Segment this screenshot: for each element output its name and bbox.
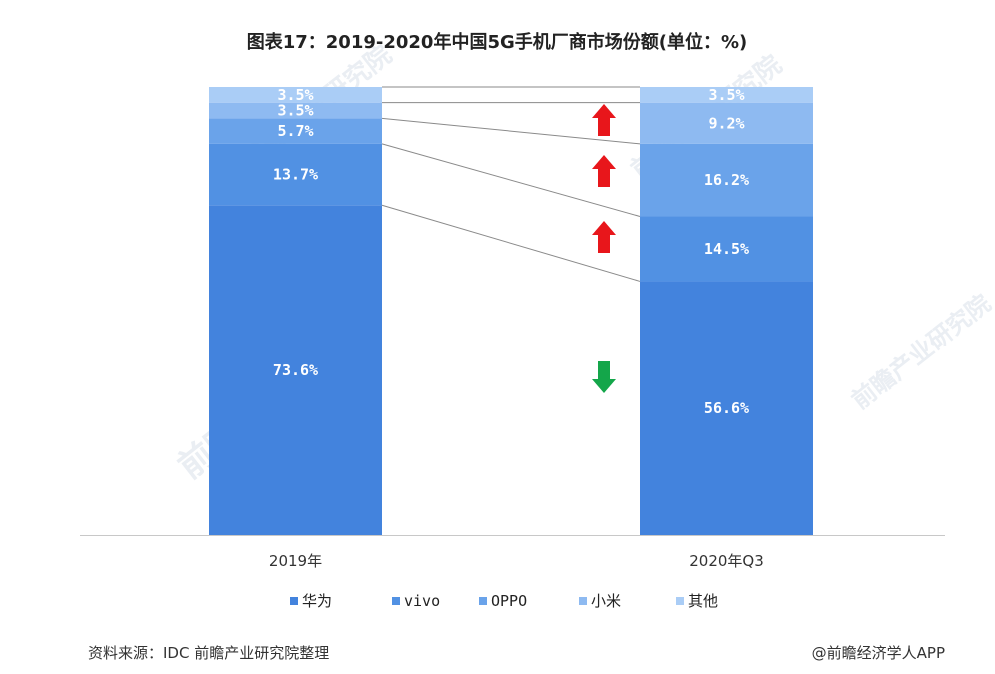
trend-arrow-up-icon [592, 104, 616, 136]
bars: 73.6%13.7%5.7%3.5%3.5%56.6%14.5%16.2%9.2… [209, 86, 813, 535]
trend-arrow-up-icon [592, 221, 616, 253]
legend: 华为 vivo OPPO 小米 其他 [290, 592, 718, 610]
legend-item-oppo: OPPO [479, 592, 527, 610]
trend-arrows [592, 104, 616, 393]
trend-arrow-down-icon [592, 361, 616, 393]
watermark-text: 前瞻产业研究院 [846, 289, 995, 414]
bar-segment-item [640, 281, 813, 535]
legend-label: 其他 [688, 592, 718, 610]
data-label-item: 9.2% [708, 114, 744, 132]
data-label-vivo: 14.5% [704, 240, 749, 258]
legend-swatch [676, 597, 684, 605]
legend-label: 小米 [591, 592, 621, 610]
bar-segment-vivo [640, 216, 813, 282]
legend-swatch [392, 597, 400, 605]
legend-item-item: 华为 [290, 592, 332, 610]
legend-label: 华为 [302, 592, 332, 610]
bar-stack-2: 56.6% 14.5% 16.2% 9.2% 3.5% [640, 86, 813, 535]
legend-label: OPPO [491, 592, 527, 610]
data-label-item: 3.5% [277, 86, 313, 104]
bar-segment-oppo [640, 143, 813, 217]
legend-item-vivo: vivo [392, 592, 440, 610]
connector-line-item [381, 204, 641, 282]
legend-swatch [479, 597, 487, 605]
connector-line-oppo [381, 117, 641, 145]
data-label-item: 73.6% [273, 361, 318, 379]
connector-lines [381, 86, 641, 282]
legend-item-item: 其他 [676, 592, 718, 610]
connector-line-vivo [381, 143, 641, 217]
brand-credit: @前瞻经济学人APP [812, 644, 945, 662]
bar-segment-item [640, 87, 813, 103]
legend-swatch [290, 597, 298, 605]
x-tick-label: 2020年Q3 [689, 552, 764, 570]
chart-title: 图表17：2019-2020年中国5G手机厂商市场份额(单位：%) [247, 31, 748, 53]
data-label-item: 3.5% [277, 102, 313, 120]
bar-segment-item [209, 205, 382, 535]
trend-arrow-up-icon [592, 155, 616, 187]
legend-label: vivo [404, 592, 440, 610]
bar-segment-oppo [209, 118, 382, 144]
x-tick-labels: 2019年 2020年Q3 [269, 552, 764, 570]
bar-segment-vivo [209, 143, 382, 206]
x-tick-label: 2019年 [269, 552, 322, 570]
data-label-oppo: 16.2% [704, 171, 749, 189]
data-label-item: 3.5% [708, 86, 744, 104]
legend-item-item: 小米 [579, 592, 621, 610]
bar-stack-1: 73.6% 13.7% 5.7% 3.5%3.5% [209, 86, 382, 535]
bar-segment-item [209, 87, 382, 103]
data-label-item: 56.6% [704, 399, 749, 417]
legend-swatch [579, 597, 587, 605]
bar-segment-item [209, 102, 382, 119]
data-label-vivo: 13.7% [273, 166, 318, 184]
bar-segment-item [640, 102, 813, 144]
data-label-oppo: 5.7% [277, 122, 313, 140]
source-note: 资料来源：IDC 前瞻产业研究院整理 [88, 644, 329, 662]
